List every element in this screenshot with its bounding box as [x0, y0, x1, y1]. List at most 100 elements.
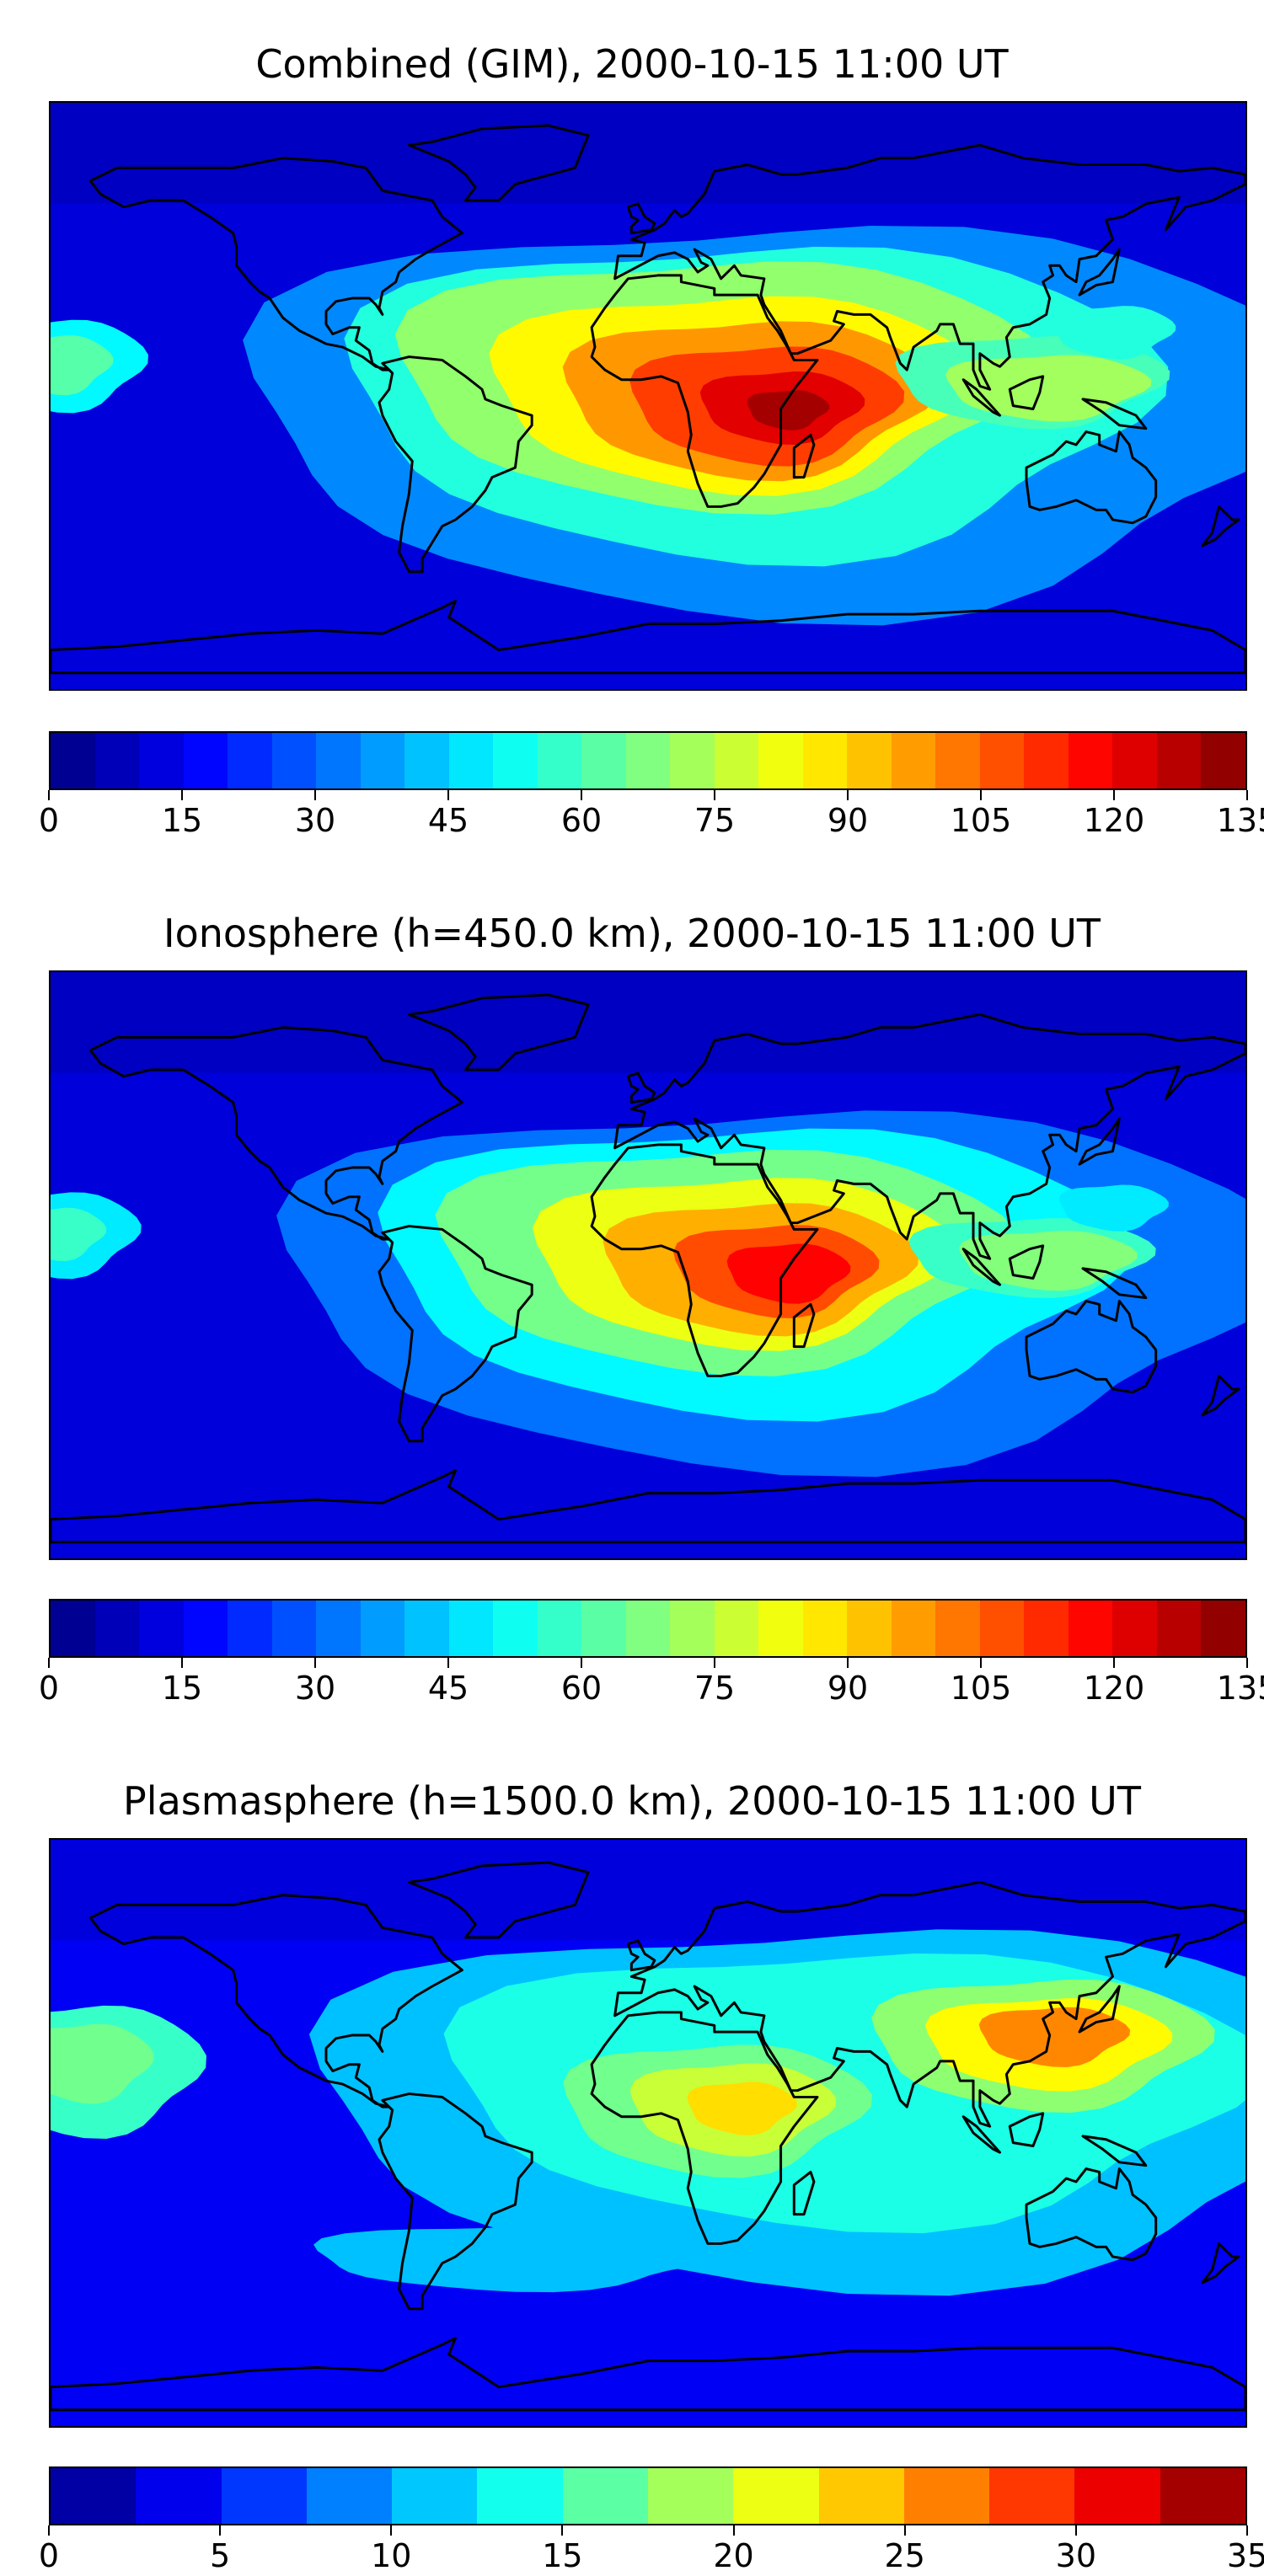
- colorbar-segment: [989, 2468, 1075, 2524]
- colorbar-tick-label: 75: [694, 1670, 736, 1707]
- colorbar-tick: [980, 1658, 982, 1668]
- panel-1-map-svg: [51, 103, 1245, 689]
- coastline-australia: [1025, 2167, 1158, 2262]
- colorbar-segment: [316, 733, 361, 788]
- coastline-northAmerica: [88, 157, 463, 371]
- coastline-southAmerica: [378, 355, 533, 574]
- colorbar-segment: [1201, 1601, 1245, 1656]
- field-contour: [313, 2226, 726, 2293]
- colorbar-tick: [181, 1658, 183, 1668]
- field-contour: [747, 390, 830, 430]
- colorbar-tick: [581, 790, 582, 800]
- colorbar-segment: [733, 2468, 819, 2524]
- field-polar-band: [51, 1840, 1245, 1941]
- colorbar-tick: [181, 790, 183, 800]
- colorbar-tick-label: 120: [1083, 802, 1145, 839]
- colorbar-tick-label: 0: [38, 1670, 60, 1707]
- panel-1-map: [49, 101, 1247, 691]
- colorbar-segment: [818, 2468, 904, 2524]
- field-contour: [726, 1243, 851, 1304]
- colorbar-segment: [1112, 733, 1157, 788]
- colorbar-tick: [314, 790, 316, 800]
- coastline-newZealand: [1201, 2242, 1240, 2285]
- colorbar-tick: [714, 790, 715, 800]
- colorbar-segment: [935, 1601, 980, 1656]
- field-contour: [51, 1207, 107, 1262]
- colorbar-segment: [221, 2468, 307, 2524]
- colorbar-segment: [581, 1601, 626, 1656]
- panel-3-map-svg: [51, 1840, 1245, 2426]
- colorbar-tick: [1246, 1658, 1248, 1668]
- coastline-africa: [590, 2011, 819, 2245]
- field-contour: [1052, 306, 1176, 360]
- colorbar-tick: [314, 1658, 316, 1668]
- field-contour: [945, 355, 1152, 422]
- panel-1-title: Combined (GIM), 2000-10-15 11:00 UT: [255, 41, 1009, 87]
- colorbar-segment: [51, 2468, 137, 2524]
- panel-3-colorbar-ticks: 0 5 10 15 20 25 30 35: [39, 2525, 1264, 2576]
- colorbar-segment: [228, 733, 272, 788]
- colorbar-tick-label: 30: [294, 802, 336, 839]
- coastline-madagascar: [792, 433, 816, 479]
- panel-2-colorbar: [49, 1599, 1247, 1658]
- colorbar-tick-label: 35: [1226, 2537, 1264, 2574]
- colorbar-segment: [360, 733, 405, 788]
- coastline-newZealand: [1201, 1374, 1240, 1417]
- coastline-borneo: [1008, 1244, 1045, 1280]
- colorbar-segment: [1156, 733, 1202, 788]
- coastline-greenland: [407, 124, 590, 202]
- colorbar-tick-label: 105: [950, 1670, 1012, 1707]
- colorbar-segment: [537, 1601, 582, 1656]
- colorbar-segment: [1068, 1601, 1113, 1656]
- colorbar-segment: [979, 733, 1025, 788]
- colorbar-tick: [1113, 790, 1115, 800]
- colorbar-tick-label: 15: [161, 802, 203, 839]
- colorbar-segment: [448, 733, 494, 788]
- colorbar-segment: [1024, 1601, 1069, 1656]
- coastline-madagascar: [792, 2170, 816, 2216]
- colorbar-tick: [980, 790, 982, 800]
- panel-2-title: Ionosphere (h=450.0 km), 2000-10-15 11:0…: [163, 911, 1101, 956]
- colorbar-tick: [1113, 1658, 1115, 1668]
- colorbar-tick-label: 105: [950, 802, 1012, 839]
- coastline-eurasia: [613, 1880, 1245, 2128]
- colorbar-segment: [316, 1601, 361, 1656]
- colorbar-tick-label: 120: [1083, 1670, 1145, 1707]
- field-contour: [687, 2082, 797, 2135]
- colorbar-tick: [1246, 790, 1248, 800]
- colorbar-segment: [1112, 1601, 1157, 1656]
- coastline-japan: [1078, 248, 1121, 297]
- coastline-australia: [1025, 1300, 1158, 1394]
- colorbar-segment: [891, 1601, 936, 1656]
- panel-2-map-svg: [51, 972, 1245, 1558]
- colorbar-segment: [392, 2468, 478, 2524]
- coastline-uk: [626, 202, 656, 235]
- panel-3-map: [49, 1838, 1247, 2428]
- colorbar-segment: [625, 1601, 671, 1656]
- colorbar-segment: [51, 733, 95, 788]
- colorbar-tick-label: 60: [560, 1670, 603, 1707]
- panel-1-colorbar: [49, 731, 1247, 790]
- colorbar-tick-label: 25: [884, 2537, 925, 2574]
- field-contour: [978, 2007, 1131, 2067]
- coastline-newZealand: [1201, 505, 1240, 548]
- colorbar-segment: [448, 1601, 494, 1656]
- colorbar-segment: [891, 733, 936, 788]
- colorbar-tick: [847, 1658, 849, 1668]
- coastline-antarctica: [51, 1469, 1245, 1544]
- colorbar-tick-label: 0: [38, 2537, 60, 2574]
- colorbar-segment: [136, 2468, 222, 2524]
- coastline-sumatra: [961, 378, 1002, 417]
- coastline-antarctica: [51, 2337, 1245, 2412]
- coastline-africa: [590, 1143, 819, 1377]
- field-contour: [51, 335, 114, 396]
- colorbar-segment: [562, 2468, 648, 2524]
- coastline-greenland: [407, 1861, 590, 1939]
- coastline-greenland: [407, 993, 590, 1072]
- colorbar-tick-label: 15: [542, 2537, 583, 2574]
- field-contour: [51, 2023, 154, 2104]
- colorbar-tick-label: 0: [38, 802, 60, 839]
- coastline-borneo: [1008, 2112, 1045, 2148]
- colorbar-segment: [51, 1601, 95, 1656]
- colorbar-tick-label: 45: [427, 1670, 469, 1707]
